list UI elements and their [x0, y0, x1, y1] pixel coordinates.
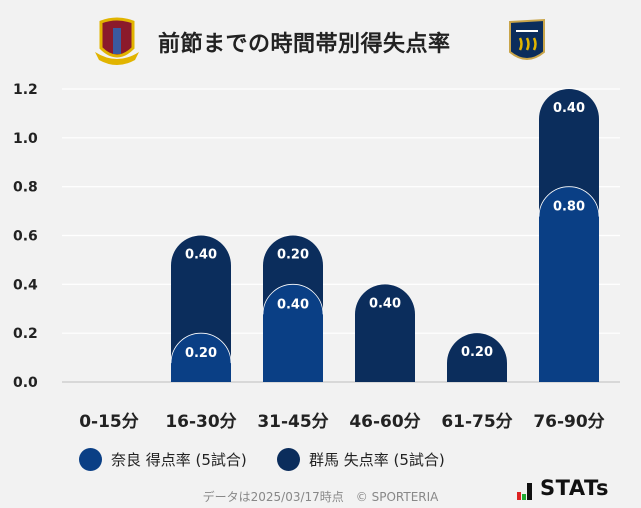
data-label-gunma: 0.20 — [277, 248, 309, 263]
y-tick-label: 0.8 — [13, 180, 38, 196]
stats-bars-icon — [517, 483, 532, 500]
x-tick-label: 16-30分 — [165, 412, 236, 432]
data-label-gunma: 0.20 — [461, 345, 493, 360]
bar-gunma-conceded — [447, 333, 507, 382]
chart: 0.0 0.2 0.4 0.6 0.8 1.0 1.2 0-15分 0.40 0.20 16-30分… — [13, 82, 620, 432]
data-label-gunma: 0.40 — [185, 248, 217, 263]
y-tick-label: 1.0 — [13, 131, 38, 147]
bar-gunma-conceded — [355, 284, 415, 382]
legend-swatch — [277, 448, 300, 471]
x-tick-label: 76-90分 — [533, 412, 604, 432]
y-tick-label: 0.2 — [13, 326, 38, 342]
x-tick-label: 0-15分 — [79, 412, 139, 432]
data-label-nara: 0.20 — [185, 346, 217, 361]
y-tick-label: 0.0 — [13, 375, 38, 391]
data-label-nara: 0.80 — [553, 200, 585, 215]
data-label-gunma: 0.40 — [553, 101, 585, 116]
legend-label: 群馬 失点率 (5試合) — [309, 451, 445, 469]
bar-divider — [170, 332, 232, 364]
page-title: 前節までの時間帯別得失点率 — [158, 32, 451, 57]
legend-gunma: 群馬 失点率 (5試合) — [277, 448, 445, 471]
legend-swatch — [79, 448, 102, 471]
bar-nara-scored — [263, 284, 323, 382]
legend-label: 奈良 得点率 (5試合) — [111, 451, 247, 469]
gunma-crest — [508, 18, 546, 68]
stats-logo: STATs — [517, 476, 609, 500]
data-label-nara: 0.40 — [277, 297, 309, 312]
y-tick-label: 0.4 — [13, 277, 38, 293]
legend-nara: 奈良 得点率 (5試合) — [79, 448, 247, 471]
y-tick-label: 1.2 — [13, 82, 38, 98]
y-tick-label: 0.6 — [13, 229, 38, 245]
footer-note: データは2025/03/17時点 © SPORTERIA — [202, 490, 439, 504]
x-tick-label: 31-45分 — [257, 412, 328, 432]
bar-nara-scored — [539, 186, 599, 382]
x-tick-label: 46-60分 — [349, 412, 420, 432]
bar-divider — [262, 284, 324, 315]
bar-nara-scored — [171, 333, 232, 382]
brand: STATs — [540, 476, 609, 500]
nara-club-crest — [95, 16, 139, 66]
bar-divider — [538, 186, 600, 217]
data-label-gunma: 0.40 — [369, 296, 401, 311]
x-tick-label: 61-75分 — [441, 412, 512, 432]
